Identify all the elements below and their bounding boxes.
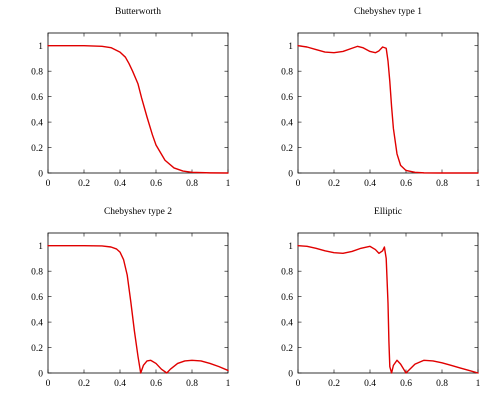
x-tick-label: 0.6: [150, 379, 162, 389]
y-tick-label: 1: [288, 42, 293, 52]
x-tick-label: 0.2: [78, 179, 90, 189]
y-tick-label: 0: [288, 169, 293, 179]
y-tick-label: 0.6: [281, 293, 293, 303]
y-tick-label: 0.2: [281, 144, 293, 154]
x-tick-label: 0: [46, 379, 51, 389]
plot-frame: [297, 232, 479, 374]
chart-panel-1: Butterworth 0 0.2 0.4 0.6 0.8 1 0 0.2 0.4 0.6 0.8 1: [31, 7, 231, 189]
plot-frame: [47, 232, 229, 374]
y-tick-label: 0.8: [31, 67, 43, 77]
chart-panel-2: Chebyshev type 1 0 0.2 0.4 0.6 0.8 1 0 0.2 0.4 0.6…: [281, 7, 481, 189]
y-tick-label: 0.2: [31, 144, 43, 154]
y-tick-label: 0.2: [281, 344, 293, 354]
y-tick-label: 0: [38, 369, 43, 379]
y-tick-label: 0.8: [281, 67, 293, 77]
y-tick-label: 0.4: [31, 318, 43, 328]
plot-frame: [47, 32, 229, 174]
x-tick-label: 0.4: [364, 379, 376, 389]
y-tick-label: 1: [38, 42, 43, 52]
series-line-1: [297, 245, 479, 374]
series-line-1: [297, 45, 479, 174]
y-tick-label: 0.4: [31, 118, 43, 128]
x-tick-label: 1: [476, 379, 481, 389]
x-tick-label: 0.8: [186, 379, 198, 389]
x-tick-label: 0.2: [78, 379, 90, 389]
y-tick-label: 0.6: [31, 93, 43, 103]
x-tick-label: 0.2: [328, 379, 340, 389]
x-tick-label: 0.6: [400, 379, 412, 389]
y-tick-label: 1: [38, 242, 43, 252]
chart-title: Butterworth: [115, 7, 161, 17]
series-line-1: [47, 245, 229, 374]
y-tick-label: 0: [288, 369, 293, 379]
y-tick-label: 0: [38, 169, 43, 179]
x-tick-label: 1: [476, 179, 481, 189]
chart-title: Chebyshev type 1: [354, 7, 422, 17]
chart-panel-4: Elliptic 0 0.2 0.4 0.6 0.8 1 0 0.2 0.4 0.6 0.8 1: [281, 207, 481, 389]
x-tick-label: 0.4: [114, 379, 126, 389]
x-tick-label: 0.8: [436, 379, 448, 389]
x-tick-label: 0.4: [114, 179, 126, 189]
chart-title: Chebyshev type 2: [104, 207, 172, 217]
x-tick-label: 0.2: [328, 179, 340, 189]
y-tick-label: 1: [288, 242, 293, 252]
chart-title: Elliptic: [374, 207, 402, 217]
chart-panel-3: Chebyshev type 2 0 0.2 0.4 0.6 0.8 1 0 0.2 0.4 0.6…: [31, 207, 231, 389]
x-tick-label: 0: [296, 379, 301, 389]
y-tick-label: 0.6: [281, 93, 293, 103]
y-tick-label: 0.4: [281, 118, 293, 128]
x-tick-label: 0.6: [400, 179, 412, 189]
y-tick-label: 0.8: [31, 267, 43, 277]
x-tick-label: 1: [226, 379, 231, 389]
x-tick-label: 0.8: [436, 179, 448, 189]
x-tick-label: 0.6: [150, 179, 162, 189]
x-tick-label: 0.4: [364, 179, 376, 189]
y-tick-label: 0.6: [31, 293, 43, 303]
x-tick-label: 0.8: [186, 179, 198, 189]
x-tick-label: 0: [296, 179, 301, 189]
y-tick-label: 0.4: [281, 318, 293, 328]
y-tick-label: 0.8: [281, 267, 293, 277]
series-line-1: [47, 45, 229, 174]
x-tick-label: 1: [226, 179, 231, 189]
y-tick-label: 0.2: [31, 344, 43, 354]
x-tick-label: 0: [46, 179, 51, 189]
plot-frame: [297, 32, 479, 174]
